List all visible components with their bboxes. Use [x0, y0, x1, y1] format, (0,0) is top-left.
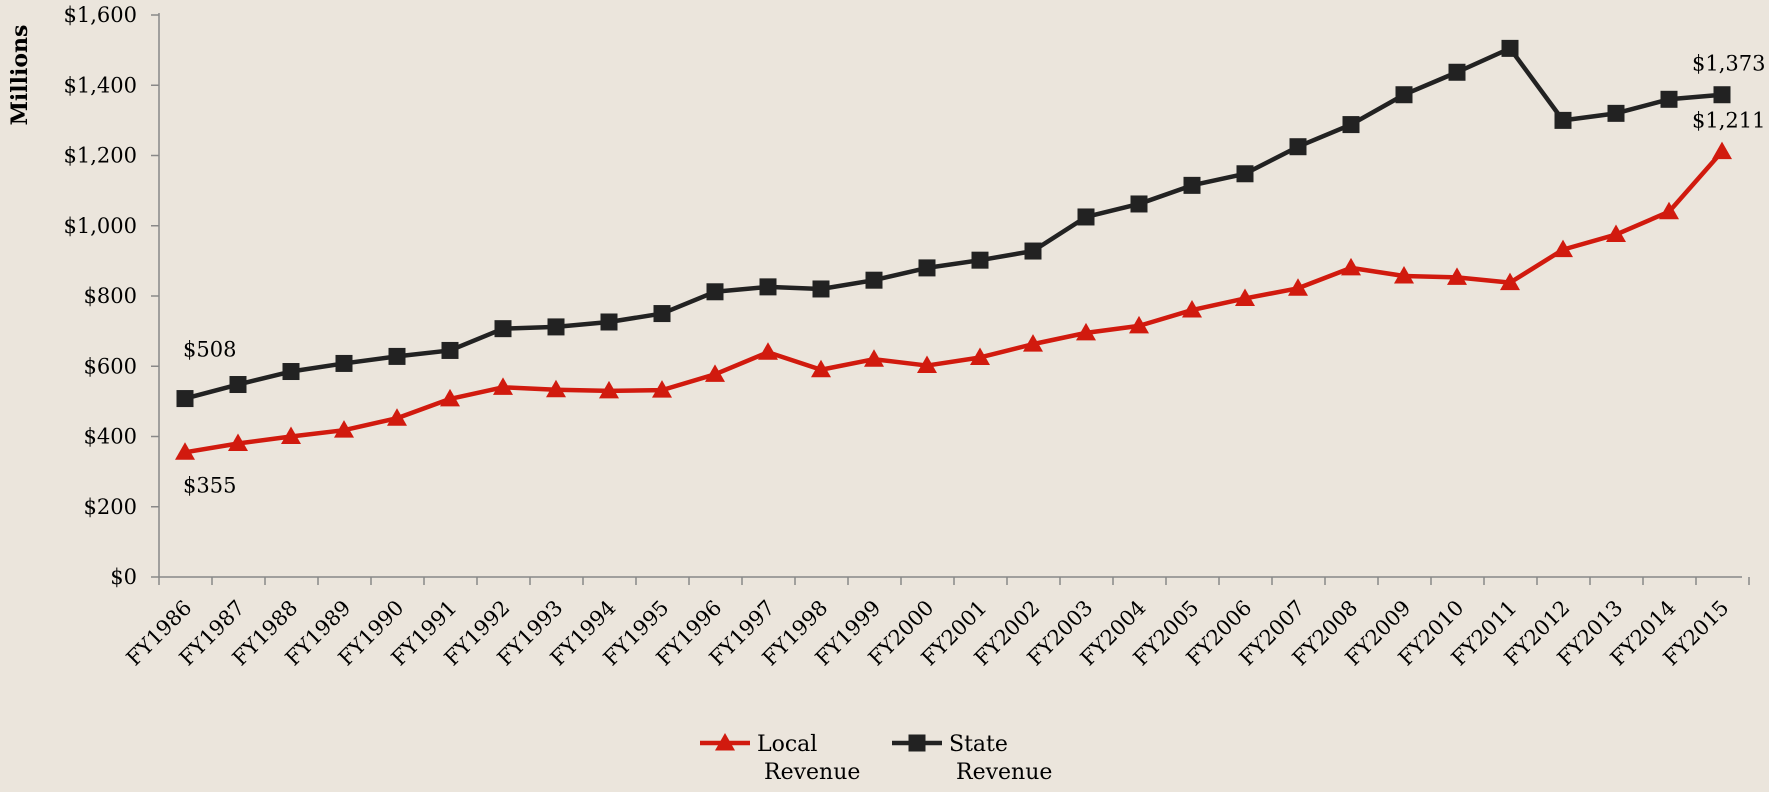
- data-point: [1024, 242, 1042, 260]
- legend: Local Revenue State Revenue: [700, 732, 1052, 785]
- data-point: [918, 259, 936, 277]
- data-point: [599, 380, 619, 399]
- data-point: [970, 347, 990, 365]
- data-point: [758, 342, 778, 360]
- legend-swatch-marker: [715, 733, 735, 751]
- data-point: [493, 377, 513, 395]
- data-point: [1076, 322, 1096, 341]
- y-axis: $0 $200 $400 $600 $800 $1,000 $1,200 $1,400 $1,6…: [64, 3, 160, 589]
- data-point: [706, 283, 724, 301]
- data-point: [1129, 315, 1149, 334]
- data-point: [440, 388, 460, 407]
- data-point: [1713, 86, 1731, 104]
- data-point: [547, 318, 565, 336]
- data-point: [865, 271, 883, 289]
- data-point: [175, 442, 195, 460]
- data-point: [1130, 195, 1148, 213]
- legend-swatch-marker: [908, 734, 926, 752]
- data-point: [1289, 138, 1307, 156]
- data-label: $1,373: [1692, 52, 1765, 76]
- legend-label: Revenue: [956, 760, 1052, 785]
- y-tick-label: $1,400: [64, 73, 137, 97]
- y-tick-label: $1,000: [64, 214, 137, 238]
- data-point: [811, 359, 831, 378]
- data-point: [1659, 201, 1679, 220]
- data-point: [1448, 63, 1466, 81]
- data-point: [864, 349, 884, 367]
- data-point: [1236, 165, 1254, 183]
- data-point: [1606, 224, 1626, 243]
- data-point: [653, 305, 671, 323]
- y-tick-label: $1,600: [64, 3, 137, 27]
- data-annotations: $508 $355 $1,373 $1,211: [183, 52, 1765, 498]
- y-tick-label: $200: [84, 495, 137, 519]
- series-local-revenue: [175, 141, 1732, 460]
- data-label: $355: [183, 473, 236, 497]
- data-label: $508: [183, 338, 236, 362]
- data-point: [1447, 267, 1467, 285]
- data-point: [759, 278, 777, 296]
- legend-label: Local: [757, 732, 817, 757]
- data-point: [1023, 334, 1043, 352]
- y-tick-label: $0: [110, 565, 137, 589]
- data-point: [1183, 176, 1201, 194]
- series-line: [184, 150, 1724, 455]
- legend-item: Local Revenue: [700, 732, 860, 785]
- data-point: [176, 390, 194, 408]
- data-point: [335, 354, 353, 372]
- data-point: [1394, 265, 1414, 284]
- y-tick-label: $1,200: [64, 144, 137, 168]
- data-point: [1712, 141, 1732, 160]
- series-line: [184, 46, 1723, 401]
- data-point: [705, 364, 725, 382]
- data-point: [282, 363, 300, 381]
- data-point: [228, 433, 248, 452]
- data-point: [917, 355, 937, 374]
- data-point: [387, 408, 407, 426]
- legend-label: Revenue: [764, 760, 860, 785]
- plot-area: [175, 39, 1732, 460]
- x-axis: FY1986FY1987FY1988FY1989FY1990FY1991FY19…: [122, 576, 1750, 670]
- data-point: [1341, 257, 1361, 276]
- data-point: [334, 420, 354, 438]
- data-point: [388, 347, 406, 365]
- data-point: [812, 280, 830, 298]
- data-point: [1395, 86, 1413, 104]
- data-point: [1182, 300, 1202, 318]
- data-label: $1,211: [1692, 109, 1765, 133]
- data-point: [1554, 111, 1572, 129]
- data-point: [546, 379, 566, 398]
- data-point: [1553, 239, 1573, 258]
- data-point: [441, 341, 459, 359]
- data-point: [600, 313, 618, 331]
- data-point: [1342, 116, 1360, 134]
- data-point: [494, 320, 512, 338]
- data-point: [1660, 90, 1678, 108]
- data-point: [1501, 39, 1519, 57]
- legend-item: State Revenue: [892, 732, 1052, 785]
- y-axis-label: Millions: [7, 25, 33, 126]
- data-point: [652, 380, 672, 398]
- data-point: [1235, 288, 1255, 306]
- data-point: [1500, 272, 1520, 291]
- series-state-revenue: [176, 39, 1731, 408]
- y-tick-label: $400: [84, 425, 137, 449]
- y-tick-label: $600: [84, 354, 137, 378]
- data-point: [281, 426, 301, 444]
- data-point: [1288, 278, 1308, 296]
- data-point: [1077, 208, 1095, 226]
- data-point: [229, 376, 247, 394]
- legend-label: State: [949, 732, 1008, 757]
- data-point: [971, 251, 989, 269]
- data-point: [1607, 104, 1625, 122]
- y-tick-label: $800: [84, 284, 137, 308]
